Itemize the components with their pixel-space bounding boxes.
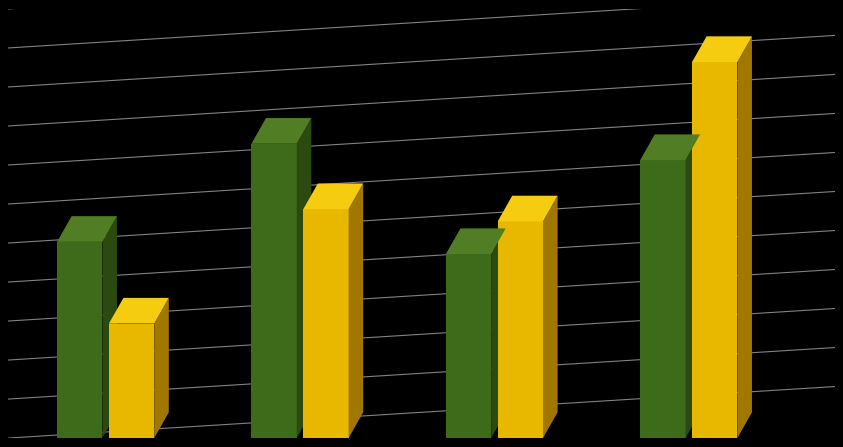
Polygon shape <box>491 228 506 438</box>
Polygon shape <box>109 298 169 324</box>
Polygon shape <box>543 196 557 438</box>
Polygon shape <box>154 298 169 438</box>
Polygon shape <box>640 160 685 438</box>
Polygon shape <box>57 242 102 438</box>
Polygon shape <box>738 36 752 438</box>
Polygon shape <box>251 118 311 144</box>
Polygon shape <box>640 135 701 160</box>
Polygon shape <box>685 135 701 438</box>
Polygon shape <box>446 254 491 438</box>
Polygon shape <box>109 324 154 438</box>
Polygon shape <box>497 221 543 438</box>
Polygon shape <box>446 228 506 254</box>
Polygon shape <box>303 209 349 438</box>
Polygon shape <box>349 183 363 438</box>
Polygon shape <box>297 118 311 438</box>
Polygon shape <box>692 62 738 438</box>
Polygon shape <box>303 183 363 209</box>
Polygon shape <box>57 216 117 242</box>
Polygon shape <box>251 144 297 438</box>
Polygon shape <box>692 36 752 62</box>
Polygon shape <box>102 216 117 438</box>
Polygon shape <box>497 196 557 221</box>
